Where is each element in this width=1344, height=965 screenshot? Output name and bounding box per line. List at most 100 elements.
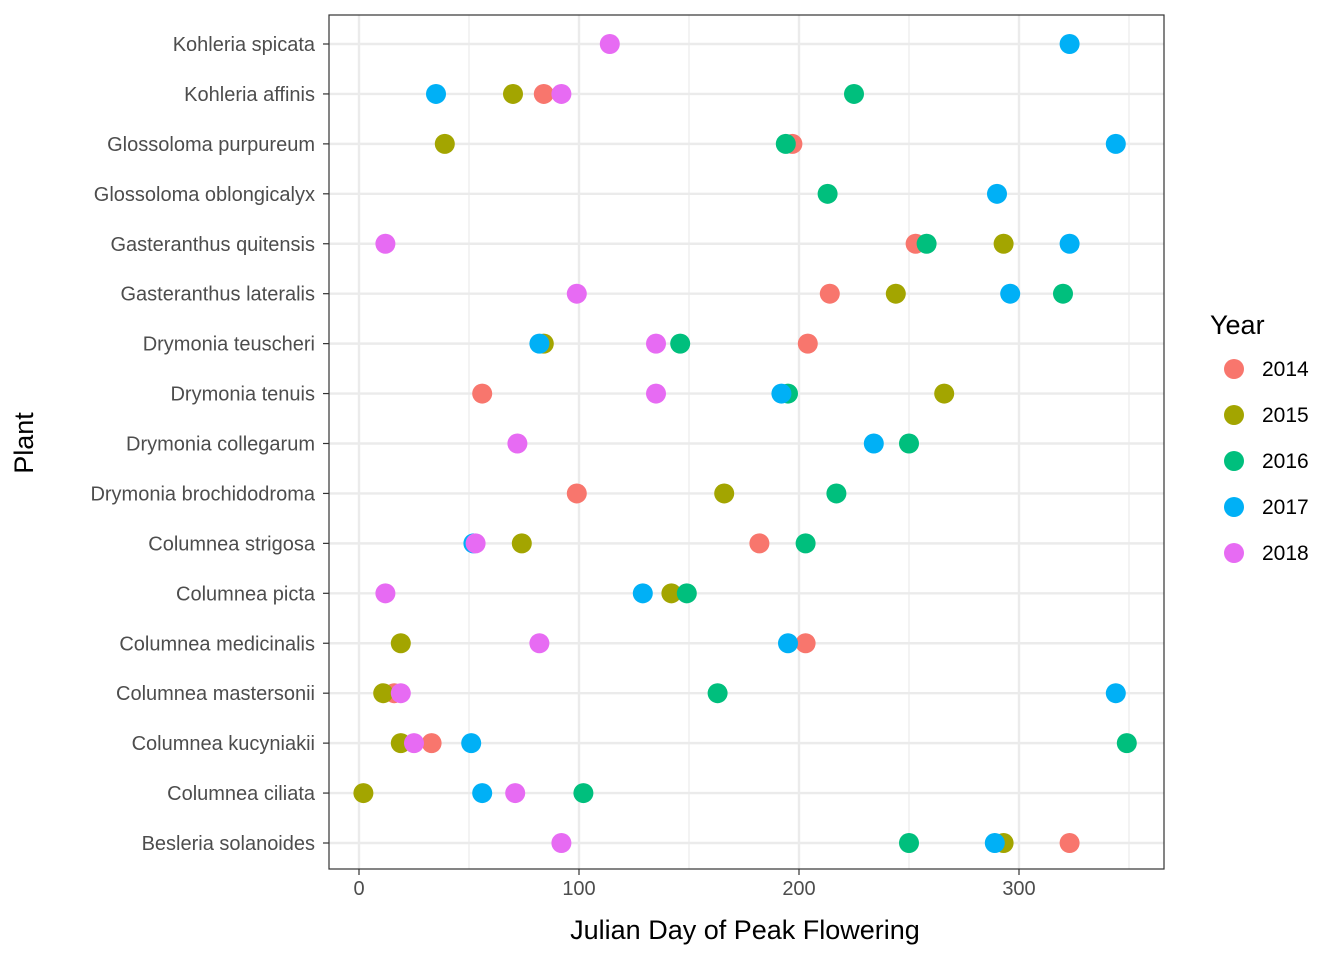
data-point <box>1059 833 1080 853</box>
data-point <box>461 733 482 754</box>
data-point <box>507 433 528 454</box>
y-tick-label: Columnea kucyniakii <box>132 733 315 755</box>
data-point <box>1116 733 1137 754</box>
y-tick-label: Drymonia brochidodroma <box>90 483 315 505</box>
data-point <box>1059 34 1080 54</box>
data-point <box>390 683 411 704</box>
legend-items: 2014 2015 2016 2017 2018 <box>1224 358 1309 565</box>
legend-label: 2018 <box>1262 542 1309 565</box>
data-point <box>511 533 532 554</box>
data-point <box>775 133 796 154</box>
legend-key <box>1224 451 1244 471</box>
data-point <box>863 433 884 454</box>
legend-key <box>1224 543 1244 563</box>
data-point <box>1053 283 1073 304</box>
legend-label: 2016 <box>1262 450 1309 473</box>
x-tick-label: 0 <box>353 878 364 900</box>
y-tick-label: Drymonia collegarum <box>126 434 315 456</box>
data-point <box>573 783 594 804</box>
x-tick-label: 200 <box>782 878 815 900</box>
data-point <box>1000 283 1021 304</box>
data-point <box>503 83 523 104</box>
data-point <box>472 783 493 804</box>
legend: Year 2014 2015 2016 2017 2018 <box>1210 310 1309 565</box>
x-tick-label: 300 <box>1002 878 1035 900</box>
data-point <box>404 733 424 754</box>
data-point <box>426 83 446 104</box>
y-tick-label: Kohleria spicata <box>173 34 316 56</box>
legend-label: 2015 <box>1262 404 1309 427</box>
data-point <box>472 383 493 404</box>
y-tick-label: Columnea mastersonii <box>116 683 315 705</box>
data-point <box>987 183 1007 204</box>
data-point <box>375 233 396 254</box>
data-point <box>826 483 847 504</box>
legend-key <box>1224 497 1244 517</box>
data-point <box>934 383 955 404</box>
data-point <box>353 783 374 804</box>
data-point <box>533 83 554 104</box>
panel-border <box>328 14 1165 870</box>
data-point <box>646 333 666 354</box>
y-tick-label: Gasteranthus lateralis <box>120 284 315 306</box>
data-point <box>885 283 906 304</box>
panel-background <box>329 15 1164 869</box>
data-point <box>714 483 735 504</box>
data-point <box>707 683 728 704</box>
data-point <box>434 133 455 154</box>
data-point <box>421 733 442 754</box>
data-point <box>632 583 653 604</box>
data-point <box>771 383 792 404</box>
data-point <box>795 533 816 554</box>
legend-key <box>1224 359 1244 379</box>
data-point <box>670 333 691 354</box>
data-point <box>373 683 394 704</box>
legend-key <box>1224 405 1244 425</box>
data-point <box>819 283 840 304</box>
y-tick-label: Drymonia teuscheri <box>143 334 315 356</box>
legend-label: 2017 <box>1262 496 1309 519</box>
data-point <box>1105 683 1126 704</box>
data-point <box>646 383 666 404</box>
y-tick-label: Columnea picta <box>176 583 316 605</box>
y-tick-label: Glossoloma oblongicalyx <box>94 184 315 206</box>
y-tick-label: Kohleria affinis <box>184 84 315 106</box>
data-point <box>778 633 798 654</box>
data-point <box>551 83 572 104</box>
data-point <box>676 583 697 604</box>
data-point <box>465 533 486 554</box>
data-point <box>566 483 587 504</box>
data-point <box>661 583 682 604</box>
data-point <box>899 433 919 454</box>
data-point <box>375 583 396 604</box>
data-point <box>795 633 816 654</box>
x-tick-label: 100 <box>562 878 595 900</box>
y-tick-label: Columnea strigosa <box>148 533 316 555</box>
data-point <box>529 333 550 354</box>
data-point <box>566 283 587 304</box>
axes-layer: 0 100 200 300 Kohleria spicata Kohleria affin… <box>90 34 1035 900</box>
grid-layer <box>329 15 1164 869</box>
data-point <box>797 333 818 354</box>
data-point <box>1105 133 1126 154</box>
data-point <box>899 833 919 853</box>
y-tick-label: Gasteranthus quitensis <box>110 234 315 256</box>
data-point <box>749 533 770 554</box>
x-axis-title: Julian Day of Peak Flowering <box>570 915 920 945</box>
data-point <box>390 633 411 654</box>
legend-label: 2014 <box>1262 358 1309 381</box>
data-point <box>551 833 572 853</box>
data-point <box>505 783 526 804</box>
data-point <box>984 833 1005 853</box>
legend-title: Year <box>1210 310 1265 340</box>
data-point <box>916 233 937 254</box>
data-point <box>599 34 620 54</box>
data-point <box>817 183 838 204</box>
y-tick-label: Drymonia tenuis <box>170 384 315 406</box>
y-tick-label: Glossoloma purpureum <box>107 134 315 156</box>
y-tick-label: Columnea ciliata <box>167 783 316 805</box>
points-layer <box>353 34 1137 853</box>
y-tick-label: Columnea medicinalis <box>119 633 315 655</box>
